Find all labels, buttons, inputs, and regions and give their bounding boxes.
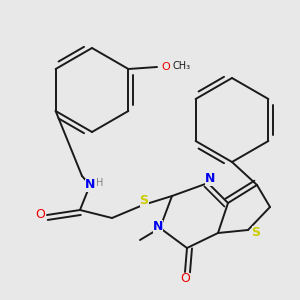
Text: N: N [153, 220, 163, 232]
Text: O: O [162, 62, 170, 72]
Text: S: S [140, 194, 148, 206]
Text: CH₃: CH₃ [173, 61, 191, 71]
Text: S: S [251, 226, 260, 238]
Text: O: O [35, 208, 45, 221]
Text: N: N [85, 178, 95, 191]
Text: N: N [205, 172, 215, 185]
Text: H: H [96, 178, 104, 188]
Text: O: O [180, 272, 190, 286]
